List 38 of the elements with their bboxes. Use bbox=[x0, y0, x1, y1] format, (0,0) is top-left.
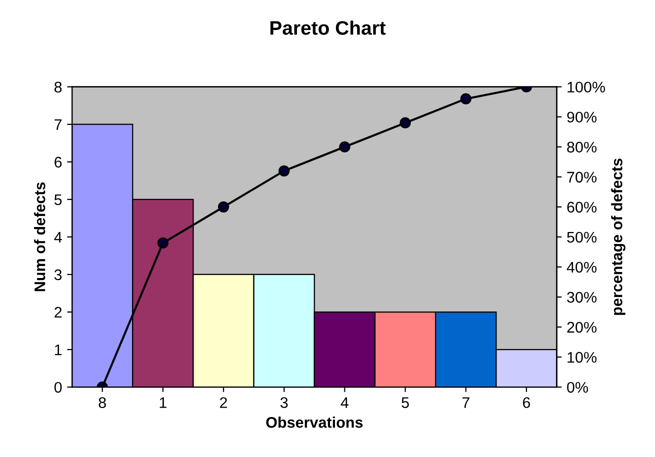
x-tick-label: 2 bbox=[220, 397, 227, 408]
y2-tick-label: 20% bbox=[567, 322, 597, 333]
x-tick-label: 5 bbox=[402, 397, 409, 408]
y2-tick-label: 80% bbox=[567, 142, 597, 153]
x-axis-title: Observations bbox=[266, 416, 363, 428]
y-tick-label: 0 bbox=[54, 382, 62, 393]
x-tick-label: 4 bbox=[340, 397, 348, 408]
y2-tick-label: 70% bbox=[567, 172, 597, 183]
y2-tick-label: 40% bbox=[566, 262, 597, 273]
x-tick-label: 6 bbox=[522, 397, 530, 408]
y2-tick-label: 90% bbox=[567, 112, 597, 123]
x-tick-label: 7 bbox=[462, 397, 470, 408]
point bbox=[339, 141, 350, 152]
y2-tick-label: 10% bbox=[568, 352, 597, 363]
y-tick-label: 1 bbox=[54, 344, 62, 356]
y-tick-label: 4 bbox=[54, 232, 62, 242]
y2-tick-label: 100% bbox=[568, 82, 606, 93]
y-tick-label: 2 bbox=[54, 306, 62, 318]
y-axis-title: Num of defects bbox=[34, 182, 46, 292]
y-tick-label: 8 bbox=[54, 82, 62, 93]
x-tick-label: 8 bbox=[98, 397, 106, 408]
point bbox=[218, 201, 230, 212]
y-tick-label: 6 bbox=[54, 156, 62, 168]
point bbox=[278, 165, 290, 176]
point bbox=[460, 93, 472, 104]
chart-title: Pareto Chart bbox=[270, 20, 386, 35]
y-tick-label: 7 bbox=[54, 119, 62, 130]
x-tick-label: 1 bbox=[160, 397, 166, 408]
y-tick-label: 3 bbox=[54, 269, 62, 280]
point bbox=[157, 237, 168, 249]
x-tick-label: 3 bbox=[280, 397, 288, 408]
y2-tick-label: 60% bbox=[567, 202, 597, 213]
point bbox=[400, 117, 411, 128]
y2-axis-title: percentage of defects bbox=[611, 158, 626, 315]
y2-tick-label: 30% bbox=[567, 292, 597, 303]
y2-tick-label: 0% bbox=[567, 382, 588, 393]
y-tick-label: 5 bbox=[54, 194, 62, 206]
y2-tick-label: 50% bbox=[567, 232, 597, 243]
